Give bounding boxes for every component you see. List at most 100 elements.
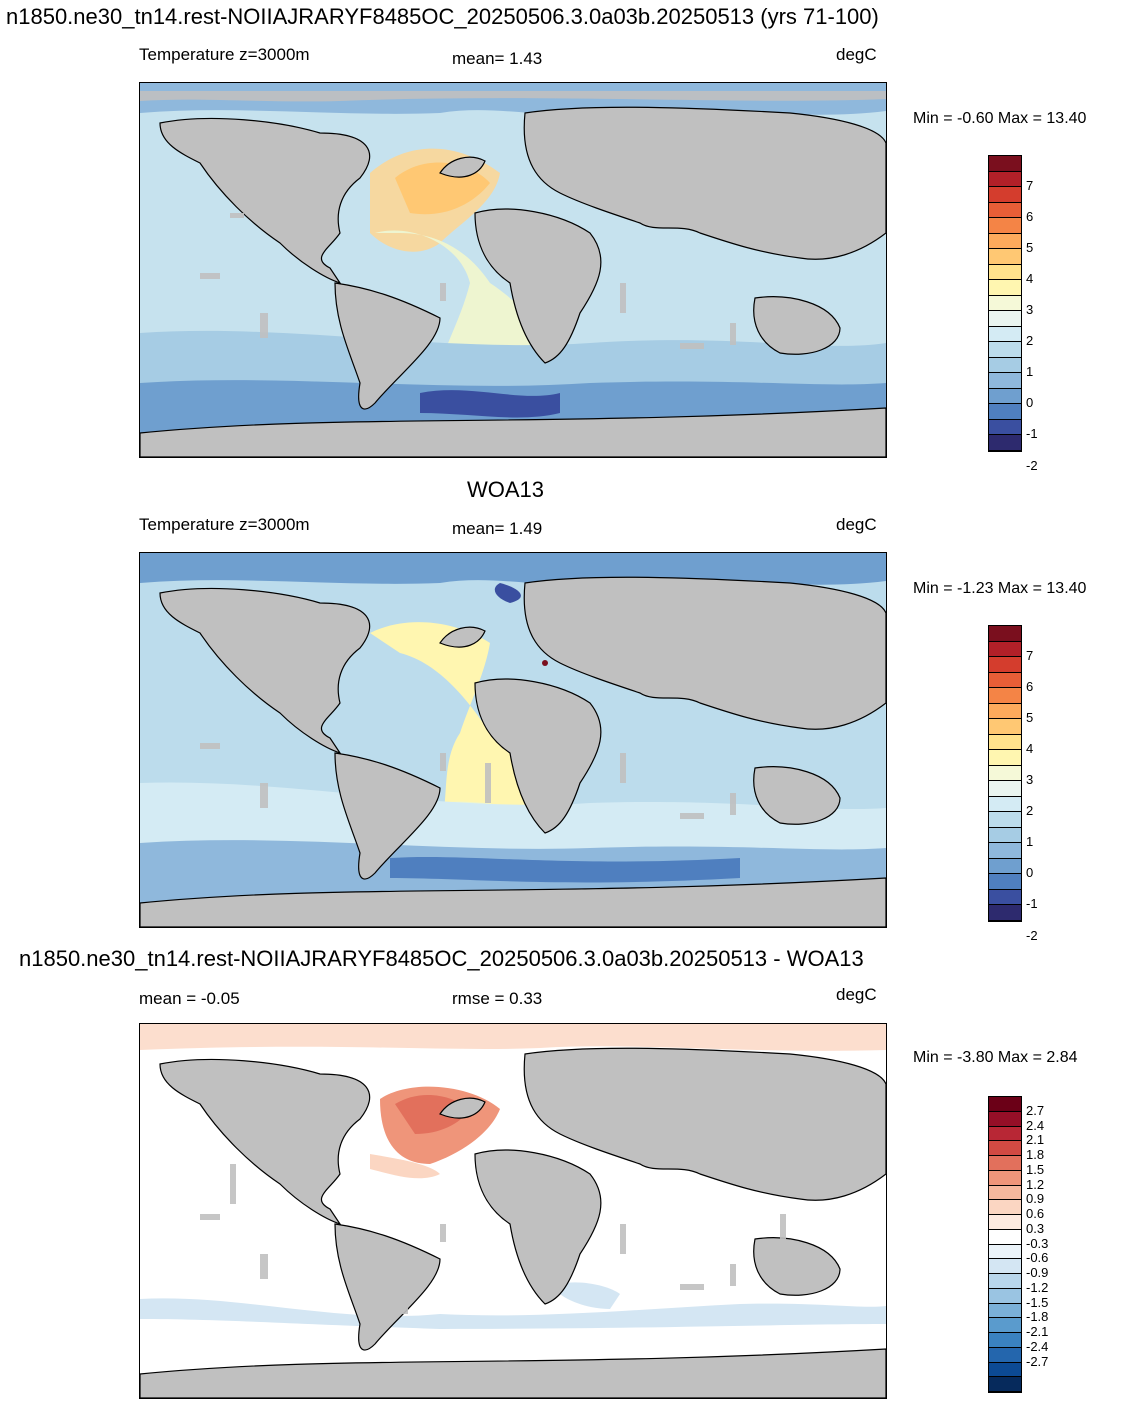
colorbar-segment: [989, 734, 1021, 751]
colorbar-tick-label: 4: [1026, 741, 1034, 757]
colorbar-segment: [989, 796, 1021, 813]
colorbar-tick-label: 7: [1026, 178, 1034, 194]
colorbar-segment: [989, 1156, 1021, 1171]
colorbar-segment: [989, 388, 1021, 405]
panel1-map-svg: [140, 83, 886, 457]
colorbar-segment: [989, 1259, 1021, 1274]
colorbar-segment: [989, 249, 1021, 265]
panel3-title: n1850.ne30_tn14.rest-NOIIAJRARYF8485OC_2…: [19, 946, 864, 971]
colorbar-tick-label: -1.2: [1026, 1279, 1049, 1295]
colorbar-segment: [989, 187, 1021, 203]
colorbar-segment: [989, 781, 1021, 797]
colorbar-tick-label: -1.5: [1026, 1294, 1049, 1310]
colorbar-tick-label: 2: [1026, 803, 1034, 819]
panel2-units-label: degC: [836, 515, 877, 534]
colorbar-segment: [989, 171, 1021, 188]
panel1-variable-label: Temperature z=3000m: [139, 45, 310, 64]
colorbar-tick-label: 2.1: [1026, 1132, 1045, 1148]
colorbar-segment: [989, 1244, 1021, 1260]
colorbar-segment: [989, 1111, 1021, 1127]
colorbar-segment: [989, 750, 1021, 766]
panel2-mean-label: mean= 1.49: [452, 519, 543, 538]
colorbar-segment: [989, 156, 1021, 172]
colorbar-segment: [989, 280, 1021, 296]
colorbar-segment: [989, 1274, 1021, 1289]
colorbar-tick-label: 7: [1026, 648, 1034, 664]
colorbar-tick-label: 2.7: [1026, 1102, 1045, 1118]
colorbar-segment: [989, 1318, 1021, 1333]
colorbar-tick-label: 3: [1026, 772, 1034, 788]
colorbar-segment: [989, 1126, 1021, 1142]
colorbar-tick-label: 5: [1026, 710, 1034, 726]
colorbar-tick-label: -2: [1026, 927, 1038, 943]
colorbar-segment: [989, 1097, 1021, 1112]
colorbar-segment: [989, 874, 1021, 890]
colorbar-segment: [989, 1185, 1021, 1201]
colorbar-segment: [989, 1333, 1021, 1348]
panel1-units-label: degC: [836, 45, 877, 64]
colorbar-segment: [989, 657, 1021, 673]
panel1-minmax: Min = -0.60 Max = 13.40: [913, 110, 1087, 127]
colorbar-segment: [989, 827, 1021, 844]
panel2-title: WOA13: [467, 477, 545, 502]
colorbar-tick-label: -1: [1026, 896, 1038, 912]
colorbar-segment: [989, 1229, 1021, 1245]
colorbar-tick-label: -2.1: [1026, 1324, 1049, 1339]
colorbar-segment: [989, 1377, 1021, 1392]
colorbar-segment: [989, 419, 1021, 436]
colorbar-segment: [989, 719, 1021, 735]
panel2-variable-label: Temperature z=3000m: [139, 515, 310, 534]
panel1-map: [139, 82, 887, 458]
colorbar-segment: [989, 1288, 1021, 1304]
colorbar-tick-label: 1.5: [1026, 1161, 1045, 1177]
panel3-rmse-label: rmse = 0.33: [452, 989, 543, 1008]
colorbar-segment: [989, 1215, 1021, 1230]
panel3-colorbar: [988, 1096, 1022, 1393]
colorbar-segment: [989, 373, 1021, 389]
colorbar-segment: [989, 326, 1021, 343]
colorbar-segment: [989, 342, 1021, 358]
panel2-colorbar: [988, 625, 1022, 922]
colorbar-tick-label: -0.6: [1026, 1250, 1049, 1266]
colorbar-tick-label: 3: [1026, 302, 1034, 318]
colorbar-tick-label: -2: [1026, 457, 1038, 473]
colorbar-segment: [989, 202, 1021, 219]
colorbar-tick-label: 5: [1026, 240, 1034, 256]
colorbar-segment: [989, 404, 1021, 420]
panel3-minmax: Min = -3.80 Max = 2.84: [913, 1049, 1078, 1066]
colorbar-segment: [989, 765, 1021, 782]
panel1-colorbar: [988, 155, 1022, 452]
colorbar-segment: [989, 295, 1021, 312]
panel3-mean-label: mean = -0.05: [139, 989, 240, 1008]
colorbar-tick-label: 6: [1026, 209, 1034, 225]
colorbar-tick-label: -0.9: [1026, 1265, 1049, 1280]
colorbar-segment: [989, 1170, 1021, 1186]
panel3-units-label: degC: [836, 985, 877, 1004]
panel1-mean-label: mean= 1.43: [452, 49, 543, 68]
colorbar-segment: [989, 233, 1021, 250]
colorbar-segment: [989, 357, 1021, 374]
colorbar-segment: [989, 1200, 1021, 1215]
colorbar-tick-label: 0.6: [1026, 1206, 1045, 1221]
panel3-map-svg: [140, 1024, 886, 1398]
colorbar-segment: [989, 812, 1021, 828]
colorbar-segment: [989, 703, 1021, 720]
colorbar-tick-label: 1: [1026, 364, 1034, 380]
colorbar-segment: [989, 264, 1021, 281]
colorbar-segment: [989, 311, 1021, 327]
colorbar-tick-label: 1.2: [1026, 1176, 1045, 1192]
colorbar-tick-label: -2.7: [1026, 1353, 1049, 1369]
colorbar-segment: [989, 688, 1021, 704]
colorbar-segment: [989, 905, 1021, 921]
colorbar-tick-label: -2.4: [1026, 1338, 1049, 1354]
colorbar-tick-label: 1.8: [1026, 1147, 1045, 1162]
colorbar-tick-label: 0.9: [1026, 1191, 1045, 1207]
colorbar-segment: [989, 1303, 1021, 1319]
colorbar-tick-label: -0.3: [1026, 1235, 1049, 1251]
colorbar-tick-label: 1: [1026, 834, 1034, 850]
colorbar-tick-label: 0.3: [1026, 1220, 1045, 1236]
colorbar-segment: [989, 218, 1021, 234]
colorbar-segment: [989, 843, 1021, 859]
colorbar-segment: [989, 641, 1021, 658]
colorbar-segment: [989, 435, 1021, 451]
